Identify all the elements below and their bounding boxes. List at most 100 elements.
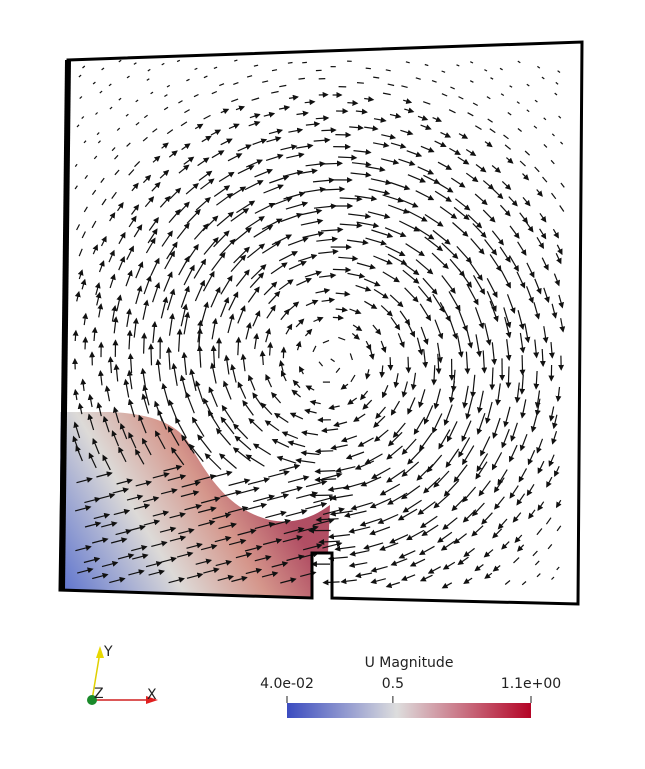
velocity-arrow	[271, 234, 293, 246]
velocity-arrow	[424, 236, 444, 252]
velocity-arrow	[134, 160, 141, 168]
velocity-arrow	[332, 266, 352, 273]
velocity-arrow	[417, 501, 436, 515]
velocity-arrow	[509, 85, 513, 88]
velocity-arrow	[128, 169, 135, 176]
velocity-arrow	[375, 406, 386, 420]
velocity-arrow	[490, 77, 494, 80]
velocity-arrow	[469, 261, 483, 281]
velocity-arrow	[75, 445, 83, 462]
velocity-arrow	[114, 169, 120, 176]
velocity-arrow	[109, 106, 113, 110]
velocity-arrow	[125, 308, 132, 327]
velocity-arrow	[304, 270, 323, 278]
velocity-arrow	[312, 177, 335, 184]
velocity-arrow	[518, 468, 528, 483]
velocity-arrow	[351, 161, 372, 168]
velocity-arrow	[453, 464, 468, 483]
velocity-arrow	[181, 480, 201, 488]
velocity-arrow	[204, 453, 222, 470]
velocity-arrow	[465, 326, 474, 349]
velocity-arrow	[265, 327, 271, 343]
velocity-arrow	[271, 196, 293, 207]
velocity-arrow	[457, 556, 469, 565]
velocity-arrow	[516, 493, 526, 506]
velocity-arrow	[155, 358, 162, 382]
velocity-arrow	[254, 168, 274, 178]
velocity-arrow	[128, 432, 137, 449]
velocity-arrow	[451, 496, 467, 512]
velocity-arrow	[435, 353, 442, 375]
velocity-arrow	[142, 299, 150, 320]
velocity-arrow	[77, 567, 94, 574]
velocity-arrow	[194, 67, 198, 71]
velocity-arrow	[547, 544, 553, 550]
velocity-arrow	[109, 576, 126, 584]
velocity-arrow	[185, 183, 199, 195]
velocity-arrow	[269, 518, 291, 527]
velocity-arrow	[169, 512, 186, 519]
velocity-arrow	[475, 334, 482, 358]
velocity-arrow	[292, 379, 301, 389]
velocity-arrow	[151, 540, 168, 547]
velocity-arrow	[322, 186, 346, 193]
velocity-arrow	[348, 213, 372, 220]
velocity-arrow	[499, 204, 511, 217]
velocity-arrow	[458, 437, 471, 458]
velocity-arrow	[291, 389, 301, 398]
velocity-arrow	[528, 509, 536, 520]
velocity-arrow	[555, 253, 562, 265]
velocity-arrow	[431, 80, 437, 83]
velocity-arrow	[91, 220, 97, 229]
velocity-arrow	[98, 260, 105, 273]
velocity-arrow	[555, 81, 559, 85]
velocity-arrow	[363, 542, 384, 550]
colorbar-tick-label: 4.0e-02	[260, 676, 314, 692]
velocity-arrow	[167, 426, 180, 446]
velocity-arrow	[197, 434, 212, 453]
velocity-arrow	[159, 169, 170, 179]
velocity-arrow	[340, 435, 358, 443]
velocity-arrow	[210, 286, 221, 308]
velocity-arrow	[118, 446, 127, 463]
velocity-arrow	[219, 83, 225, 87]
velocity-arrow	[558, 294, 564, 309]
velocity-arrow	[227, 153, 243, 162]
velocity-arrow	[512, 512, 522, 523]
velocity-arrow	[463, 577, 473, 584]
velocity-arrow	[232, 447, 251, 462]
velocity-arrow	[214, 535, 232, 543]
velocity-arrow	[442, 561, 456, 570]
velocity-arrow	[269, 175, 290, 184]
velocity-arrow	[517, 241, 527, 256]
velocity-arrow	[219, 238, 236, 256]
velocity-arrow	[560, 182, 565, 188]
velocity-arrow	[554, 92, 558, 96]
velocity-arrow	[148, 569, 165, 576]
velocity-arrow	[418, 545, 435, 555]
velocity-arrow	[433, 388, 441, 410]
velocity-arrow	[474, 564, 484, 572]
velocity-arrow	[111, 191, 117, 199]
velocity-arrow	[175, 417, 187, 438]
velocity-arrow	[462, 509, 477, 523]
velocity-arrow	[441, 93, 448, 97]
velocity-arrow	[262, 538, 283, 546]
velocity-arrow	[321, 472, 343, 480]
velocity-arrow	[268, 290, 281, 305]
x-axis-head	[146, 696, 158, 704]
velocity-arrow	[486, 291, 497, 313]
velocity-arrow	[228, 538, 247, 546]
velocity-arrow	[448, 291, 461, 312]
velocity-arrow	[402, 269, 420, 284]
velocity-arrow	[168, 150, 178, 158]
velocity-arrow	[380, 158, 400, 165]
velocity-arrow	[467, 214, 483, 229]
velocity-arrow	[83, 140, 87, 144]
velocity-arrow	[279, 463, 301, 472]
velocity-arrow	[342, 482, 365, 490]
velocity-arrow	[170, 447, 185, 466]
velocity-arrow	[237, 486, 260, 495]
velocity-arrow	[81, 231, 86, 239]
velocity-arrow	[480, 436, 491, 457]
